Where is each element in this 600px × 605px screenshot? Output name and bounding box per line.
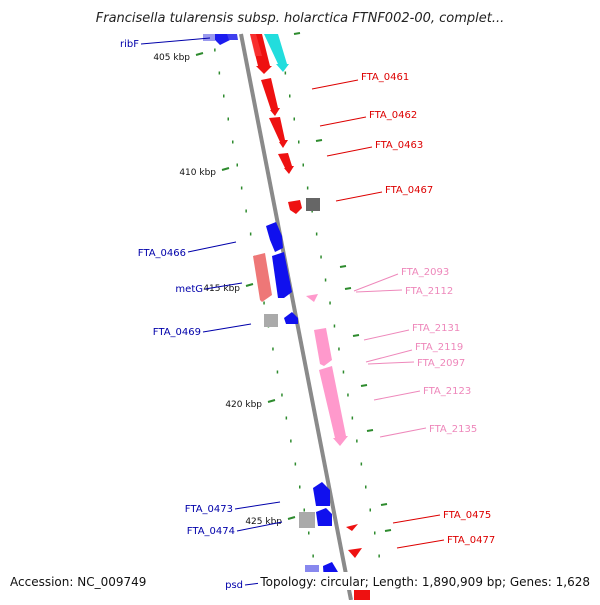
label-FTA-0469[interactable]: FTA_0469	[153, 323, 252, 338]
tick-major	[352, 334, 360, 337]
svg-text:FTA_2131: FTA_2131	[412, 323, 460, 334]
gene-metG-blue[interactable]	[272, 252, 292, 298]
svg-text:FTA_0477: FTA_0477	[447, 535, 495, 546]
label-FTA-0477[interactable]: FTA_0477	[396, 535, 495, 549]
genome-summary-text: Topology: circular; Length: 1,890,909 bp…	[259, 575, 590, 589]
gene-red-top-left[interactable]	[250, 34, 262, 56]
label-FTA-2097[interactable]: FTA_2097	[367, 358, 465, 369]
svg-text:FTA_0462: FTA_0462	[369, 110, 417, 121]
gene-FTA-0462[interactable]	[269, 117, 288, 148]
gene-metG-salmon[interactable]	[253, 253, 272, 302]
gene-features	[203, 34, 370, 600]
gene-FTA-0467[interactable]	[288, 200, 302, 214]
svg-text:FTA_2093: FTA_2093	[401, 267, 449, 278]
gene-FTA-0461[interactable]	[261, 78, 280, 116]
tick-major	[360, 384, 368, 387]
svg-text:415 kbp: 415 kbp	[203, 284, 240, 294]
label-FTA-0463[interactable]: FTA_0463	[326, 140, 423, 157]
gene-FTA-0466[interactable]	[266, 222, 283, 252]
kbp-label-410: 410 kbp	[179, 167, 230, 178]
tick-major	[384, 529, 392, 532]
kbp-label-425: 425 kbp	[245, 516, 296, 527]
map-title: Francisella tularensis subsp. holarctica…	[96, 11, 505, 26]
label-metG[interactable]: metG	[175, 282, 243, 295]
gene-FTA-0463[interactable]	[278, 153, 294, 174]
label-FTA-2135[interactable]: FTA_2135	[379, 424, 477, 438]
svg-text:FTA_2097: FTA_2097	[417, 358, 465, 369]
gene-darkgray-0467[interactable]	[306, 198, 320, 211]
label-FTA-0461[interactable]: FTA_0461	[311, 72, 409, 90]
right-gene-labels: FTA_0461 FTA_0462 FTA_0463 FTA_0467 FTA_…	[311, 72, 495, 549]
svg-text:420 kbp: 420 kbp	[225, 400, 262, 410]
label-FTA-2123[interactable]: FTA_2123	[373, 386, 471, 401]
gene-cyan[interactable]	[264, 34, 289, 72]
tick-major	[315, 139, 323, 142]
kbp-scale: 405 kbp 410 kbp 415 kbp 420 kbp 425 kbp	[153, 52, 296, 527]
svg-text:FTA_0473: FTA_0473	[185, 504, 233, 515]
svg-text:psd: psd	[225, 580, 243, 591]
svg-text:FTA_0475: FTA_0475	[443, 510, 491, 521]
label-ribF[interactable]: ribF	[120, 37, 211, 50]
svg-text:FTA_0469: FTA_0469	[153, 327, 201, 338]
label-FTA-2119[interactable]: FTA_2119	[365, 342, 463, 363]
tick-major	[366, 429, 374, 432]
svg-text:FTA_2135: FTA_2135	[429, 424, 477, 435]
kbp-label-415: 415 kbp	[203, 283, 254, 294]
gene-FTA-2123[interactable]	[319, 366, 348, 446]
gene-FTA-2131[interactable]	[314, 328, 332, 366]
gene-gray-0469[interactable]	[264, 314, 278, 327]
label-FTA-0474[interactable]: FTA_0474	[187, 521, 283, 537]
tick-major	[344, 287, 352, 290]
svg-text:metG: metG	[175, 284, 203, 295]
gene-FTA-0474[interactable]	[316, 508, 332, 526]
svg-text:FTA_0474: FTA_0474	[187, 526, 235, 537]
label-FTA-0475[interactable]: FTA_0475	[392, 510, 491, 524]
svg-text:FTA_0461: FTA_0461	[361, 72, 409, 83]
gene-FTA-0477[interactable]	[348, 548, 362, 558]
label-FTA-2131[interactable]: FTA_2131	[363, 323, 460, 341]
label-FTA-0467[interactable]: FTA_0467	[335, 185, 433, 202]
tick-major	[339, 265, 347, 268]
svg-text:410 kbp: 410 kbp	[179, 168, 216, 178]
tick-major	[380, 503, 388, 506]
svg-text:ribF: ribF	[120, 39, 139, 50]
gene-blue-top-2[interactable]	[227, 34, 238, 40]
svg-text:405 kbp: 405 kbp	[153, 53, 190, 63]
gene-FTA-0469[interactable]	[284, 312, 298, 324]
footer-summary-bg	[258, 572, 594, 590]
kbp-label-405: 405 kbp	[153, 52, 204, 63]
gene-light-blue-top[interactable]	[203, 34, 215, 41]
accession-text: Accession: NC_009749	[10, 575, 146, 589]
label-FTA-2093[interactable]: FTA_2093	[353, 267, 449, 292]
left-gene-labels: ribF FTA_0466 metG FTA_0469 FTA_0473 FTA…	[120, 37, 301, 591]
gene-ribF-blue[interactable]	[213, 34, 230, 45]
gene-FTA-2112[interactable]	[306, 294, 318, 302]
gene-FTA-0475[interactable]	[346, 524, 358, 531]
svg-text:FTA_0466: FTA_0466	[138, 248, 186, 259]
tick-major	[293, 32, 301, 35]
svg-text:425 kbp: 425 kbp	[245, 517, 282, 527]
svg-text:FTA_2112: FTA_2112	[405, 286, 453, 297]
svg-text:FTA_0467: FTA_0467	[385, 185, 433, 196]
gene-FTA-0473[interactable]	[313, 482, 330, 506]
gene-gray-0474[interactable]	[299, 512, 315, 528]
svg-text:FTA_0463: FTA_0463	[375, 140, 423, 151]
tick-marks	[214, 32, 392, 558]
label-FTA-0466[interactable]: FTA_0466	[138, 241, 237, 259]
svg-text:FTA_2123: FTA_2123	[423, 386, 471, 397]
label-FTA-2112[interactable]: FTA_2112	[355, 286, 453, 297]
label-FTA-0473[interactable]: FTA_0473	[185, 501, 281, 515]
svg-text:FTA_2119: FTA_2119	[415, 342, 463, 353]
label-FTA-0462[interactable]: FTA_0462	[319, 110, 417, 127]
kbp-label-420: 420 kbp	[225, 399, 276, 410]
